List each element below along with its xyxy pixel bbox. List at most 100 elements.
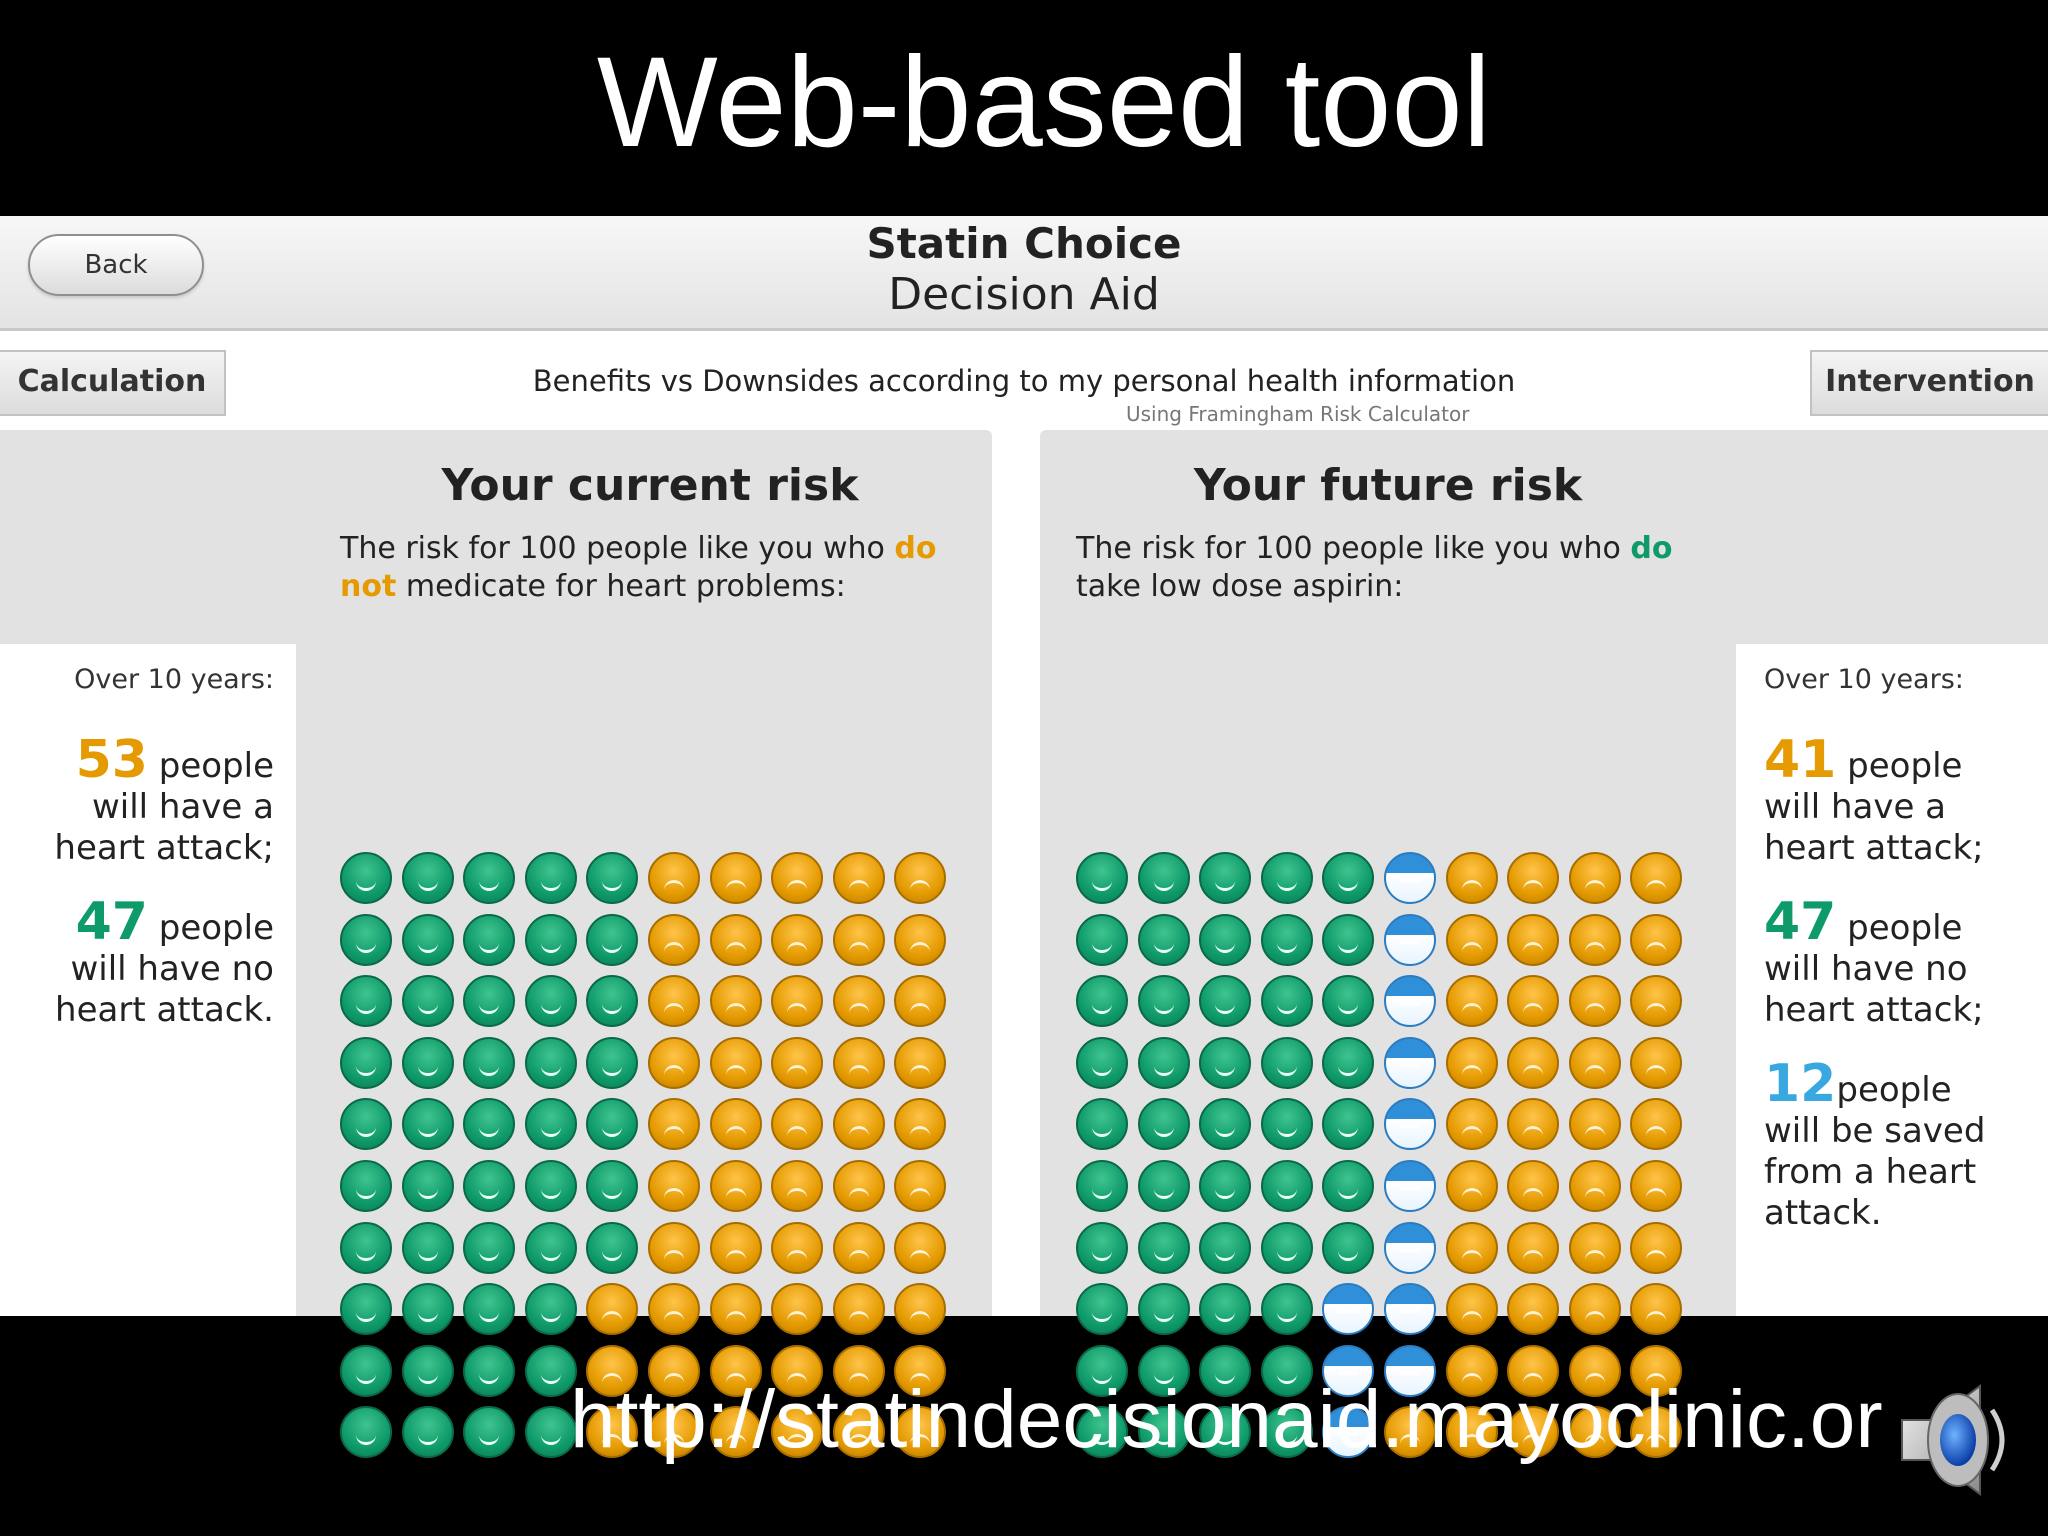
current-person-icon-green [586, 914, 638, 966]
future-person-icon-blue [1322, 1345, 1374, 1397]
future-person-icon-green [1199, 852, 1251, 904]
future-person-icon-green [1261, 1283, 1313, 1335]
back-button[interactable]: Back [28, 234, 204, 296]
desc-highlight-do: do [894, 531, 937, 566]
future-person-icon-orange [1507, 975, 1559, 1027]
current-person-icon-green [463, 975, 515, 1027]
current-person-icon-orange [586, 1406, 638, 1458]
future-person-icon-green [1261, 1345, 1313, 1397]
current-person-icon-orange [771, 852, 823, 904]
current-person-icon-green [402, 1098, 454, 1150]
current-person-icon-green [525, 914, 577, 966]
future-person-icon-blue [1322, 1406, 1374, 1458]
current-person-icon-orange [710, 1160, 762, 1212]
future-risk-title: Your future risk [1193, 460, 1583, 511]
future-person-icon-orange [1446, 852, 1498, 904]
current-person-icon-green [402, 975, 454, 1027]
current-person-icon-green [525, 1283, 577, 1335]
future-person-icon-green [1076, 852, 1128, 904]
future-person-icon-blue [1384, 1345, 1436, 1397]
future-person-icon-orange [1507, 1222, 1559, 1274]
future-person-icon-orange [1569, 852, 1621, 904]
future-person-icon-green [1322, 1098, 1374, 1150]
current-person-icon-green [402, 852, 454, 904]
future-person-icon-orange [1507, 852, 1559, 904]
current-person-icon-orange [894, 852, 946, 904]
desc-text: The risk for 100 people like you who [1076, 531, 1631, 566]
current-person-icon-orange [771, 1406, 823, 1458]
future-person-icon-orange [1507, 1098, 1559, 1150]
stat-text: heart attack. [55, 990, 274, 1030]
current-person-icon-green [463, 1098, 515, 1150]
current-person-icon-green [463, 1345, 515, 1397]
future-person-icon-green [1138, 1222, 1190, 1274]
current-person-icon-orange [648, 1222, 700, 1274]
future-person-icon-blue [1384, 914, 1436, 966]
tab-calculation[interactable]: Calculation [0, 350, 226, 416]
app-header: Statin Choice Decision Aid Back [0, 216, 2048, 331]
future-person-icon-orange [1507, 1037, 1559, 1089]
future-person-icon-green [1076, 975, 1128, 1027]
app-title-line2: Decision Aid [888, 269, 1160, 320]
current-person-icon-orange [833, 975, 885, 1027]
future-person-icon-orange [1446, 975, 1498, 1027]
future-person-icon-orange [1630, 1283, 1682, 1335]
speaker-icon[interactable] [1892, 1380, 2022, 1500]
current-person-icon-green [402, 1406, 454, 1458]
future-person-icon-green [1199, 914, 1251, 966]
heart-attack-count: 41 [1764, 730, 1837, 790]
current-person-icon-orange [710, 1037, 762, 1089]
future-person-icon-green [1199, 1098, 1251, 1150]
future-person-icon-green [1076, 1283, 1128, 1335]
future-person-icon-green [1322, 1222, 1374, 1274]
tab-intervention[interactable]: Intervention [1810, 350, 2048, 416]
future-person-icon-green [1261, 1037, 1313, 1089]
current-person-icon-green [525, 1037, 577, 1089]
current-person-icon-green [340, 975, 392, 1027]
current-person-icon-green [586, 1222, 638, 1274]
current-person-icon-orange [648, 1037, 700, 1089]
future-person-icon-orange [1446, 914, 1498, 966]
future-person-icon-green [1261, 975, 1313, 1027]
current-person-icon-green [340, 914, 392, 966]
website-url[interactable]: http://statindecisionaid.mayoclinic.or [570, 1374, 1883, 1465]
desc-highlight-not: not [340, 569, 397, 604]
app-title-line1: Statin Choice [866, 219, 1182, 268]
future-person-icon-orange [1569, 1222, 1621, 1274]
current-risk-description: The risk for 100 people like you who do n… [340, 530, 960, 606]
current-person-icon-orange [833, 1345, 885, 1397]
current-person-icon-orange [710, 914, 762, 966]
current-person-icon-orange [833, 1406, 885, 1458]
current-person-icon-green [525, 1160, 577, 1212]
current-person-icon-orange [648, 852, 700, 904]
page-subtitle: Benefits vs Downsides according to my pe… [532, 364, 1516, 398]
current-person-icon-orange [771, 914, 823, 966]
current-person-icon-orange [833, 1098, 885, 1150]
current-person-icon-orange [894, 1406, 946, 1458]
future-person-icon-blue [1322, 1283, 1374, 1335]
current-person-icon-orange [710, 975, 762, 1027]
current-person-icon-orange [894, 914, 946, 966]
future-person-icon-green [1199, 1345, 1251, 1397]
timeframe-label: Over 10 years: [1764, 664, 1964, 695]
future-person-icon-green [1138, 1160, 1190, 1212]
future-person-icon-orange [1630, 852, 1682, 904]
app-title: Statin Choice Decision Aid [0, 216, 2048, 320]
future-person-icon-orange [1507, 1160, 1559, 1212]
current-person-icon-green [340, 1345, 392, 1397]
future-person-icon-orange [1507, 914, 1559, 966]
future-person-icon-orange [1569, 1037, 1621, 1089]
stat-word: people [1836, 1070, 1952, 1110]
current-person-icon-orange [894, 975, 946, 1027]
current-person-icon-orange [710, 1345, 762, 1397]
current-person-icon-green [525, 1345, 577, 1397]
current-person-icon-orange [771, 1345, 823, 1397]
future-person-icon-orange [1384, 1406, 1436, 1458]
future-person-icon-green [1199, 1406, 1251, 1458]
stat-word: people [147, 908, 274, 948]
current-person-icon-orange [894, 1037, 946, 1089]
no-heart-attack-count: 47 [1764, 892, 1837, 952]
current-person-icon-orange [586, 1345, 638, 1397]
future-person-icon-orange [1507, 1406, 1559, 1458]
stat-word: people [1836, 908, 1963, 948]
